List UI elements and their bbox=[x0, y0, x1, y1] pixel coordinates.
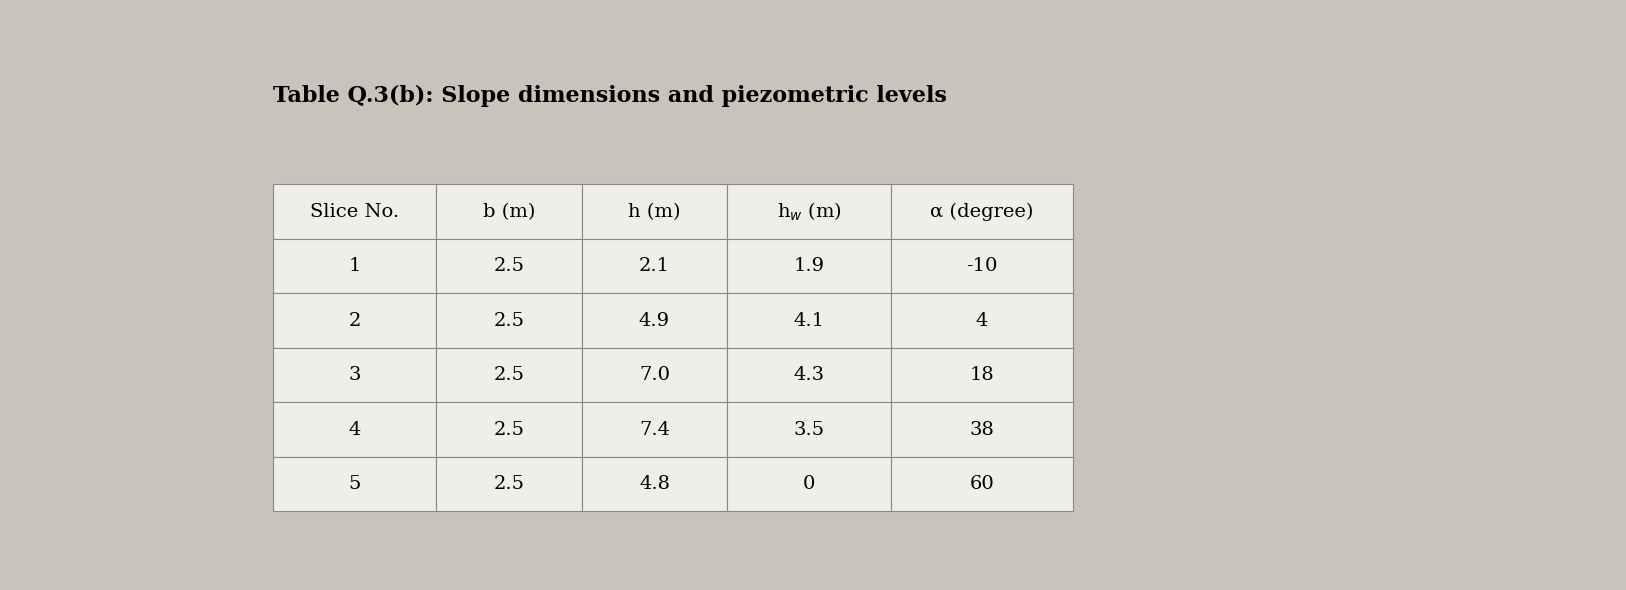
Text: Table Q.3(b): Slope dimensions and piezometric levels: Table Q.3(b): Slope dimensions and piezo… bbox=[273, 84, 946, 107]
